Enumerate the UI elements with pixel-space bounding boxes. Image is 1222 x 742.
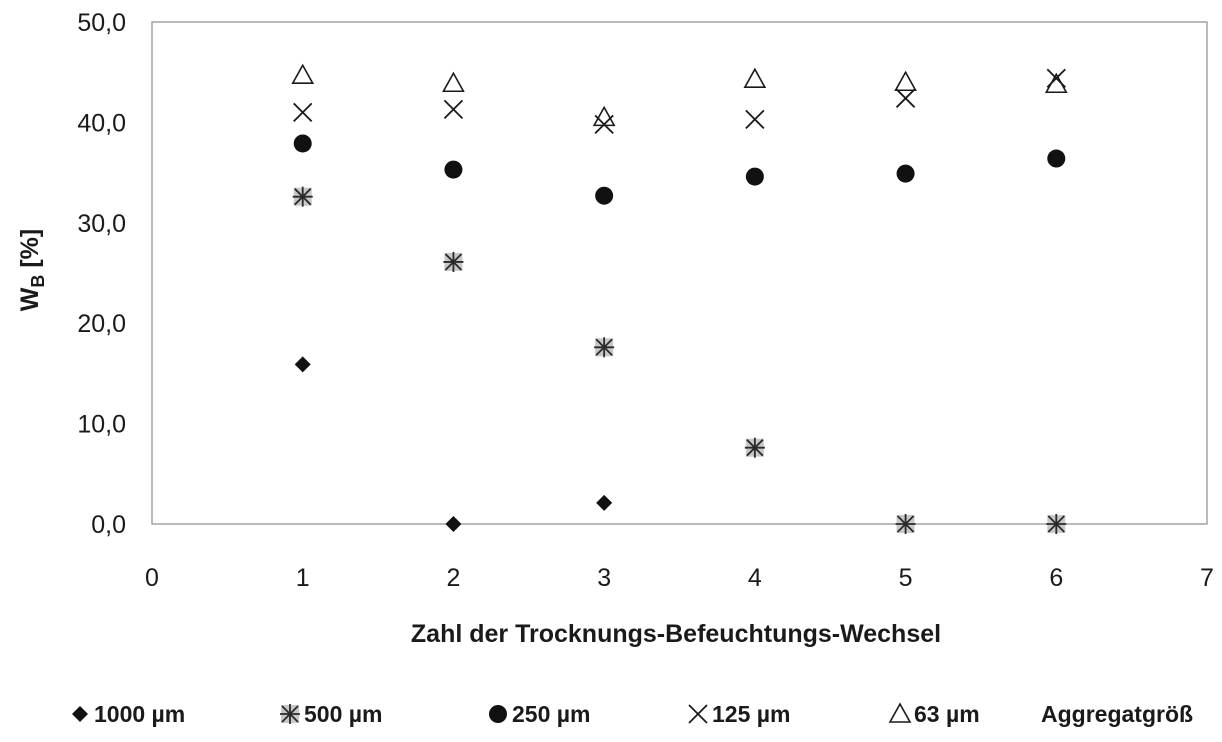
y-tick-label: 0,0 [91,511,126,539]
data-point [292,186,313,207]
legend-label: 125 µm [712,701,790,727]
data-point [291,63,315,85]
data-point [1044,72,1068,94]
data-point [294,356,311,373]
data-point [594,337,615,358]
y-axis-title-subscript: B [28,275,48,288]
x-tick-label: 4 [748,564,762,592]
y-tick-label: 10,0 [77,411,126,439]
legend-item: 125 µm [688,701,790,727]
data-point [293,134,312,153]
legend-marker [280,704,300,724]
data-point [895,514,916,534]
data-point [1046,514,1067,534]
data-point [293,102,313,122]
x-tick-label: 7 [1200,564,1214,592]
legend-item: 250 µm [489,701,590,727]
data-point [1047,149,1066,168]
y-tick-label: 40,0 [77,109,126,137]
x-axis-ticks: 0 1 2 3 4 5 6 7 [145,564,1214,592]
data-point [745,167,764,186]
data-point [894,70,917,92]
data-point [595,186,614,205]
x-tick-label: 5 [899,564,913,592]
legend: 1000 µm 500 µm 250 µm 125 µm 63 µm Aggregatgr… [72,701,1193,727]
legend-label: 1000 µm [94,701,185,727]
data-point [743,67,767,89]
legend-marker [72,706,88,722]
y-axis-title-main: W [16,287,44,311]
legend-item: 1000 µm [72,701,185,727]
legend-suffix: Aggregatgröß [1041,701,1193,727]
legend-marker [888,702,912,723]
x-tick-label: 1 [296,564,310,592]
data-point [895,88,916,108]
data-point [443,251,464,272]
legend-marker [688,704,708,724]
y-tick-label: 50,0 [77,9,126,37]
x-tick-label: 3 [597,564,611,592]
y-axis-title: WB [%] [16,229,48,311]
data-point [745,109,765,130]
y-tick-label: 20,0 [77,310,126,338]
plot-area [151,21,1208,525]
legend-item: 63 µm [888,701,980,727]
data-points [291,63,1068,534]
data-point [445,516,462,532]
legend-label: 63 µm [914,701,980,727]
x-tick-label: 2 [446,564,460,592]
plot-border [151,21,1208,525]
legend-marker [489,705,507,723]
legend-label: 250 µm [512,701,590,727]
data-point [596,494,613,511]
y-axis-title-unit: [%] [16,229,44,275]
y-axis-ticks: 0,0 10,0 20,0 30,0 40,0 50,0 [77,9,126,539]
legend-item: 500 µm [280,701,382,727]
data-point [443,99,464,119]
data-point [444,160,463,179]
x-axis-title: Zahl der Trocknungs-Befeuchtungs-Wechsel [411,620,941,648]
data-point [442,71,465,93]
y-tick-label: 30,0 [77,210,126,238]
data-point [592,105,616,127]
legend-label: 500 µm [304,701,382,727]
x-tick-label: 6 [1049,564,1063,592]
data-point [896,164,915,183]
data-point [744,437,765,458]
x-tick-label: 0 [145,564,159,592]
